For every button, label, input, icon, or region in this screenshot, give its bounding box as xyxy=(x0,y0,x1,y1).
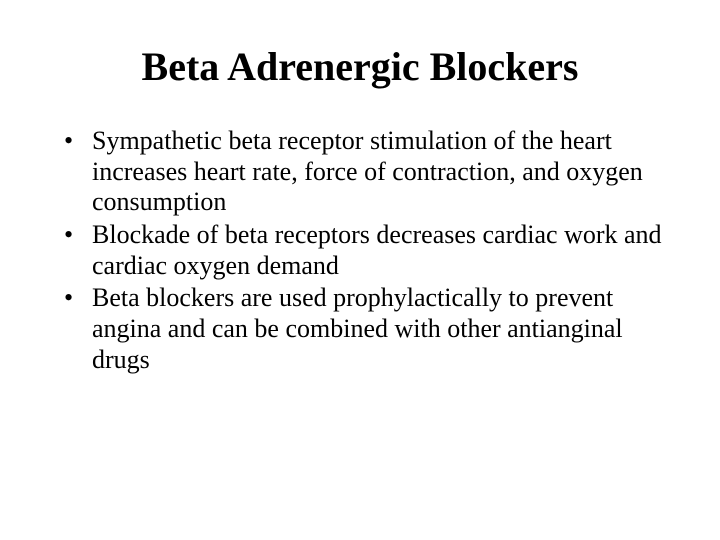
bullet-list: Sympathetic beta receptor stimulation of… xyxy=(50,126,670,375)
list-item: Sympathetic beta receptor stimulation of… xyxy=(64,126,670,218)
list-item: Beta blockers are used prophylactically … xyxy=(64,283,670,375)
slide-title: Beta Adrenergic Blockers xyxy=(50,44,670,90)
list-item: Blockade of beta receptors decreases car… xyxy=(64,220,670,281)
slide: Beta Adrenergic Blockers Sympathetic bet… xyxy=(0,0,720,540)
